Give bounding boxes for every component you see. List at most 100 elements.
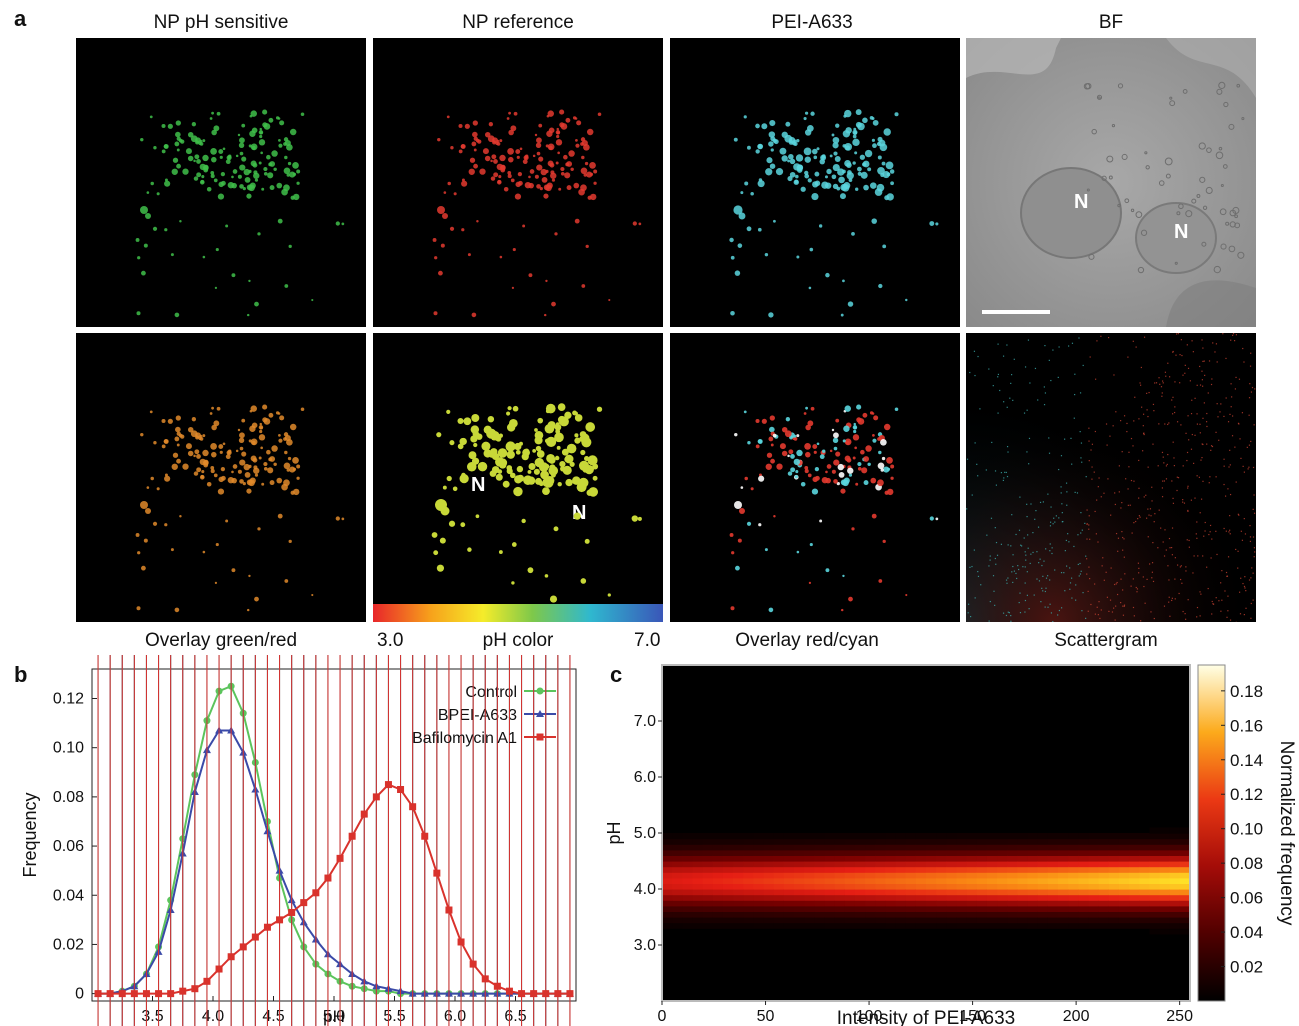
scatter-point	[1051, 547, 1053, 549]
heatmap-cell	[854, 877, 866, 884]
heatmap-cell	[865, 922, 876, 929]
scatter-point	[1091, 466, 1093, 468]
heatmap-cell	[1068, 833, 1079, 840]
heatmap-cell	[1108, 905, 1120, 912]
punctum	[844, 438, 852, 446]
heatmap-cell	[1047, 894, 1059, 901]
punctum	[517, 171, 523, 177]
punctum	[631, 515, 639, 522]
punctum	[506, 411, 511, 416]
heatmap-cell	[986, 849, 998, 856]
punctum	[249, 130, 256, 137]
heatmap-cell	[1129, 872, 1140, 879]
scatter-point	[1116, 581, 1118, 584]
heatmap-cell	[1159, 883, 1171, 890]
scatter-point	[1146, 578, 1148, 581]
punctum	[593, 181, 597, 185]
scatter-point	[1230, 406, 1232, 408]
punctum	[135, 533, 140, 537]
punctum	[152, 521, 158, 526]
heatmap-cell	[763, 861, 775, 868]
punctum	[250, 143, 258, 151]
punctum	[258, 139, 266, 146]
punctum	[222, 147, 226, 151]
punctum	[246, 608, 250, 612]
punctum	[469, 157, 476, 163]
scatter-point	[1060, 455, 1063, 457]
heatmap-cell	[712, 838, 724, 845]
punctum	[729, 533, 734, 537]
heatmap-cell	[753, 883, 765, 890]
heatmap-cell	[1169, 883, 1181, 890]
heatmap-cell	[1129, 911, 1140, 918]
punctum	[507, 148, 514, 155]
scatter-point	[1227, 610, 1229, 612]
punctum	[163, 144, 169, 149]
punctum	[473, 148, 477, 152]
scatter-point	[1082, 592, 1084, 594]
heatmap-cell	[875, 883, 886, 890]
scatter-point	[1249, 536, 1252, 538]
scatter-point	[989, 600, 991, 603]
x-axis-label: Intensity of PEI-A633	[837, 1008, 1016, 1026]
heatmap-cell	[1088, 844, 1100, 851]
punctum	[568, 150, 575, 157]
heatmap-cell	[834, 911, 846, 918]
scatter-point	[1211, 600, 1213, 603]
punctum	[557, 482, 562, 487]
heatmap-cell	[1129, 900, 1140, 907]
punctum	[810, 406, 815, 411]
punctum	[814, 466, 820, 472]
punctum	[560, 171, 565, 176]
scatter-point	[1171, 554, 1173, 556]
heatmap-cell	[844, 861, 856, 868]
heatmap-cell	[682, 894, 694, 901]
heatmap-cell	[1108, 872, 1120, 879]
punctum	[136, 311, 141, 316]
scatter-point	[1069, 582, 1072, 584]
punctum	[559, 122, 565, 128]
heatmap-cell	[1139, 877, 1150, 884]
legend-label: Bafilomycin A1	[412, 730, 517, 747]
heatmap-cell	[1037, 883, 1049, 890]
scatter-point	[979, 408, 981, 410]
heatmap-cell	[794, 833, 805, 840]
scatter-point	[1148, 391, 1150, 394]
scatter-point	[1101, 565, 1103, 567]
heatmap-cell	[1179, 900, 1191, 907]
scatter-point	[1229, 413, 1231, 416]
heatmap-cell	[844, 922, 856, 929]
heatmap-cell	[1179, 838, 1191, 845]
scatter-point	[1079, 573, 1082, 575]
vesicle	[1202, 205, 1208, 210]
heatmap-cell	[1078, 855, 1090, 862]
punctum	[789, 158, 796, 165]
scatter-point	[1223, 527, 1225, 530]
punctum	[140, 206, 148, 214]
scatter-point	[1049, 579, 1051, 581]
punctum	[499, 255, 503, 259]
punctum	[499, 154, 506, 162]
punctum	[804, 111, 809, 115]
punctum	[829, 154, 833, 158]
punctum	[852, 134, 857, 139]
scatter-point	[1036, 551, 1038, 553]
punctum	[213, 178, 218, 183]
heatmap-cell	[662, 889, 673, 896]
scatter-point	[1066, 504, 1068, 506]
vesicle	[1206, 147, 1212, 154]
punctum	[185, 148, 192, 155]
heatmap-cell	[702, 877, 714, 884]
punctum	[746, 145, 751, 150]
heatmap-cell	[1179, 833, 1191, 840]
data-point	[348, 832, 356, 840]
punctum	[592, 475, 598, 481]
heatmap-cell	[956, 838, 968, 845]
punctum	[871, 412, 875, 415]
scatter-point	[1229, 449, 1231, 451]
punctum	[861, 467, 868, 474]
heatmap-cell	[986, 889, 998, 896]
y-axis-label: Frequency	[20, 792, 40, 877]
scatter-point	[1153, 617, 1155, 620]
x-tick-label: 4.5	[262, 1008, 284, 1025]
